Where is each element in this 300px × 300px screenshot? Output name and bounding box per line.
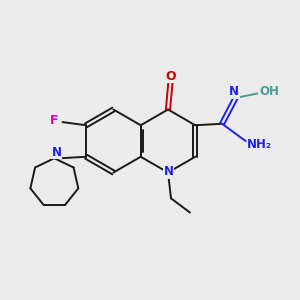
Text: N: N bbox=[229, 85, 239, 98]
Text: N: N bbox=[52, 146, 62, 159]
Text: N: N bbox=[164, 165, 174, 178]
Text: F: F bbox=[50, 114, 58, 127]
Text: OH: OH bbox=[259, 85, 279, 98]
Text: NH₂: NH₂ bbox=[247, 138, 272, 151]
Text: O: O bbox=[166, 70, 176, 83]
